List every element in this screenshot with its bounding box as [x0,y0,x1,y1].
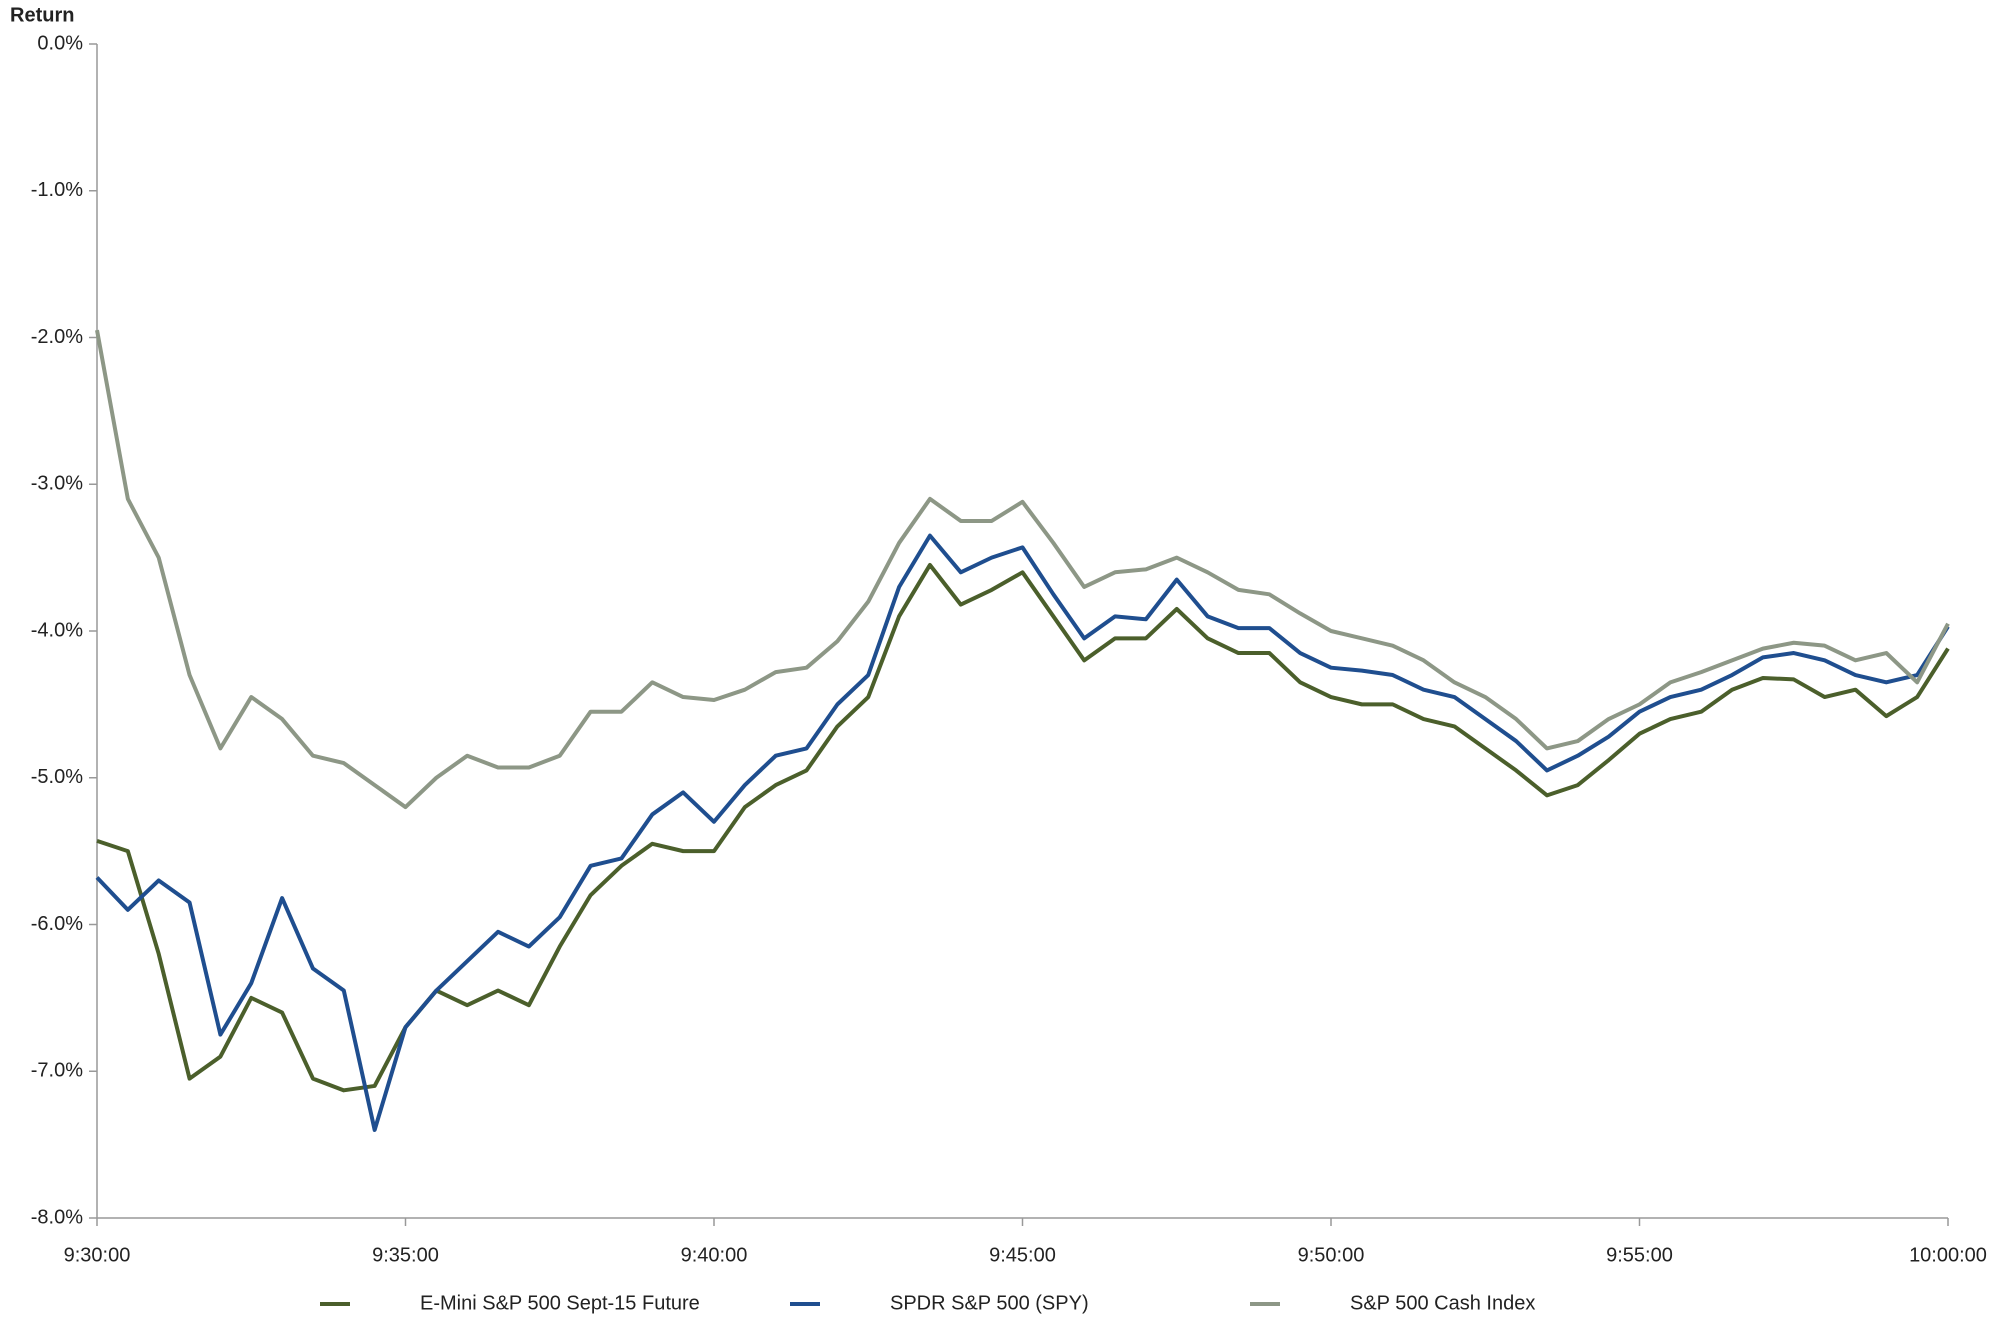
x-tick-label: 10:00:00 [1909,1244,1987,1266]
y-tick-label: -8.0% [31,1206,83,1228]
legend-label: SPDR S&P 500 (SPY) [890,1292,1089,1314]
legend-label: S&P 500 Cash Index [1350,1292,1535,1314]
x-tick-label: 9:35:00 [372,1244,439,1266]
y-tick-label: -3.0% [31,473,83,495]
y-tick-label: -1.0% [31,179,83,201]
x-tick-label: 9:50:00 [1298,1244,1365,1266]
series-line [96,562,1950,1093]
y-axis-label: Return [10,4,74,26]
y-tick-label: -7.0% [31,1060,83,1082]
y-tick-label: -2.0% [31,326,83,348]
x-tick-label: 9:40:00 [681,1244,748,1266]
y-tick-label: -6.0% [31,913,83,935]
x-tick-label: 9:55:00 [1606,1244,1673,1266]
x-tick-label: 9:30:00 [64,1244,131,1266]
y-tick-label: -4.0% [31,619,83,641]
x-tick-label: 9:45:00 [989,1244,1056,1266]
series-line [95,533,1950,1132]
y-tick-label: 0.0% [37,32,83,54]
series-line [95,329,1950,810]
y-tick-label: -5.0% [31,766,83,788]
legend-label: E-Mini S&P 500 Sept-15 Future [420,1292,700,1314]
